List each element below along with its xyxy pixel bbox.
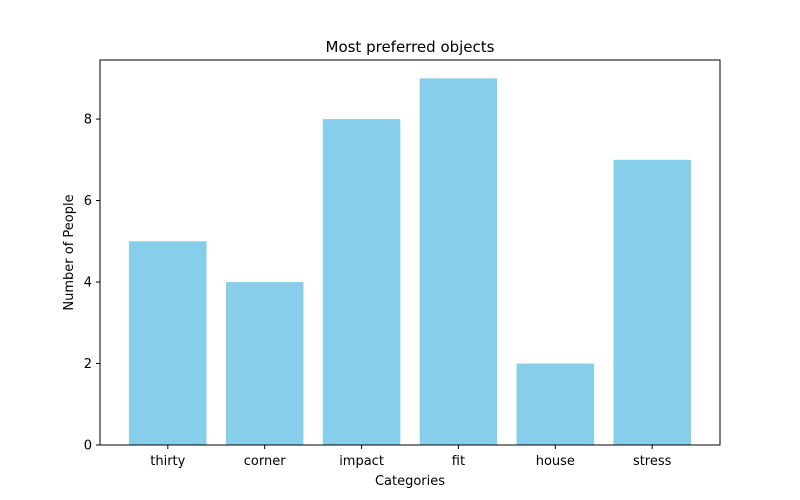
x-axis-label: Categories: [375, 474, 445, 489]
x-tick-label: thirty: [150, 454, 185, 469]
y-tick-label: 6: [84, 194, 92, 209]
bars-layer: [129, 78, 691, 446]
x-tick-label: impact: [339, 454, 384, 469]
bar-house: [516, 363, 595, 445]
x-tick-label: stress: [633, 454, 672, 469]
x-axis: thirty corner impact fit house stress: [150, 445, 672, 469]
y-tick-label: 0: [84, 439, 92, 454]
bar-stress: [613, 159, 691, 445]
x-tick-label: fit: [452, 454, 465, 469]
y-tick-label: 8: [84, 113, 92, 128]
bar-thirty: [129, 241, 207, 445]
x-tick-label: house: [536, 454, 575, 469]
x-tick-label: corner: [244, 454, 286, 469]
y-tick-label: 4: [84, 276, 92, 291]
bar-corner: [225, 282, 304, 445]
bar-fit: [419, 78, 498, 445]
chart-title: Most preferred objects: [326, 38, 495, 56]
bar-impact: [322, 119, 401, 446]
y-axis-label: Number of People: [62, 194, 77, 310]
y-tick-label: 2: [84, 357, 92, 372]
y-axis: 0 2 4 6 8: [84, 113, 100, 454]
plot-frame: [99, 59, 721, 446]
